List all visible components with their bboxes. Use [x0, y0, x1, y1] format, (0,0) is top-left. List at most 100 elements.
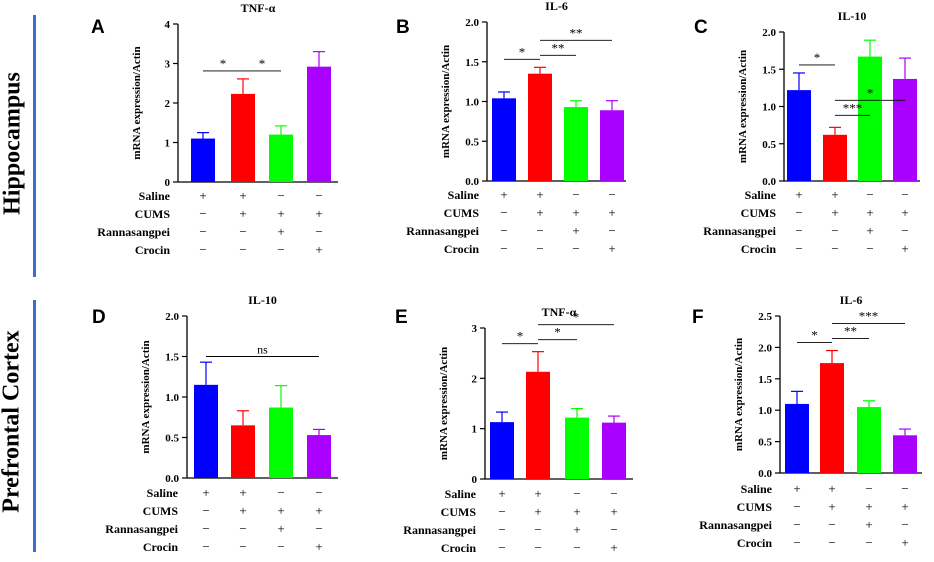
condition-sign: +	[901, 241, 908, 256]
condition-sign: +	[608, 241, 615, 256]
chart-title: TNF-α	[241, 1, 276, 15]
prefrontal-row-divider	[33, 300, 36, 552]
condition-sign: −	[793, 535, 800, 550]
condition-sign: −	[608, 223, 615, 238]
condition-label: CUMS	[737, 500, 773, 514]
condition-sign: −	[239, 224, 246, 239]
condition-sign: −	[202, 521, 209, 536]
condition-label: Crocin	[444, 242, 479, 256]
y-tick-label: 0.5	[465, 136, 479, 148]
y-tick-label: 2.0	[758, 342, 772, 354]
y-tick-label: 1.0	[758, 405, 772, 417]
condition-sign: −	[573, 486, 580, 501]
bar-saline	[191, 138, 215, 182]
condition-sign: +	[239, 206, 246, 221]
y-axis-label: mRNA expression/Actin	[131, 46, 143, 159]
y-tick-label: 0.5	[762, 139, 776, 151]
condition-sign: −	[866, 241, 873, 256]
condition-sign: +	[866, 223, 873, 238]
significance-label: *	[554, 325, 561, 340]
condition-sign: −	[608, 187, 615, 202]
chart-panel-D: D IL-10 mRNA expression/Actin 0.0 0.5 1.0 1.5 2…	[92, 293, 338, 554]
condition-sign: +	[831, 187, 838, 202]
condition-label: Crocin	[441, 541, 476, 555]
bar-crocin	[307, 435, 331, 478]
y-tick-label: 0.5	[758, 437, 772, 449]
y-tick-label: 0	[165, 177, 171, 189]
y-tick-label: 0.0	[762, 176, 776, 188]
condition-sign: +	[500, 187, 507, 202]
significance-label: *	[814, 50, 821, 65]
bar-cums	[526, 371, 550, 479]
panel-letter: E	[395, 307, 408, 328]
condition-sign: −	[202, 539, 209, 554]
chart-panel-E: E TNF-α mRNA expression/Actin 0 1 2 3 * * * Saline…	[395, 305, 633, 555]
y-tick-label: 3	[472, 323, 478, 335]
bar-crocin	[602, 422, 626, 479]
significance-label: ns	[257, 343, 268, 357]
condition-sign: −	[866, 187, 873, 202]
condition-label: CUMS	[441, 505, 477, 519]
condition-sign: +	[277, 224, 284, 239]
y-tick-label: 2	[165, 98, 171, 110]
chart-title: IL-6	[840, 293, 863, 307]
condition-label: Rannasangpei	[703, 224, 776, 238]
condition-sign: −	[901, 481, 908, 496]
condition-sign: −	[315, 485, 322, 500]
condition-sign: +	[610, 540, 617, 555]
condition-sign: −	[239, 539, 246, 554]
panel-letter: D	[92, 307, 106, 328]
condition-sign: −	[199, 224, 206, 239]
condition-label: Saline	[147, 486, 179, 500]
condition-sign: +	[901, 535, 908, 550]
y-tick-label: 0.5	[165, 433, 179, 445]
bar-crocin	[893, 78, 917, 181]
condition-sign: −	[498, 540, 505, 555]
condition-sign: +	[608, 205, 615, 220]
condition-sign: −	[831, 223, 838, 238]
bar-saline	[492, 98, 516, 181]
condition-sign: +	[315, 242, 322, 257]
condition-sign: +	[534, 504, 541, 519]
y-tick-label: 1.0	[465, 97, 479, 109]
bar-crocin	[893, 435, 917, 473]
condition-sign: −	[573, 540, 580, 555]
condition-sign: +	[573, 504, 580, 519]
y-axis-label: mRNA expression/Actin	[733, 338, 745, 451]
significance-label: *	[573, 310, 580, 325]
bar-cums	[528, 73, 552, 181]
y-tick-label: 0.0	[465, 176, 479, 188]
significance-label: ***	[859, 309, 879, 324]
condition-label: Rannasangpei	[105, 522, 178, 536]
condition-sign: −	[534, 522, 541, 537]
bar-rannasangpei	[858, 56, 882, 181]
significance-label: *	[220, 56, 227, 71]
y-tick-label: 1.5	[762, 64, 776, 76]
condition-sign: −	[498, 504, 505, 519]
condition-sign: −	[831, 241, 838, 256]
condition-label: Saline	[741, 482, 773, 496]
condition-sign: −	[239, 521, 246, 536]
condition-label: Rannasangpei	[403, 523, 476, 537]
bar-crocin	[600, 110, 624, 181]
y-tick-label: 2.0	[165, 311, 179, 323]
bar-cums	[231, 93, 255, 182]
condition-sign: +	[831, 205, 838, 220]
bar-cums	[820, 363, 844, 473]
condition-sign: +	[572, 205, 579, 220]
condition-sign: +	[498, 486, 505, 501]
condition-sign: −	[901, 187, 908, 202]
condition-sign: −	[901, 517, 908, 532]
y-tick-label: 1.5	[465, 57, 479, 69]
condition-sign: −	[572, 187, 579, 202]
condition-sign: −	[793, 517, 800, 532]
significance-label: ***	[843, 100, 863, 115]
condition-sign: −	[865, 535, 872, 550]
condition-label: CUMS	[741, 206, 777, 220]
condition-label: Saline	[448, 188, 480, 202]
condition-label: Saline	[139, 189, 171, 203]
bar-cums	[823, 134, 847, 181]
condition-sign: −	[315, 521, 322, 536]
bar-rannasangpei	[269, 134, 293, 182]
